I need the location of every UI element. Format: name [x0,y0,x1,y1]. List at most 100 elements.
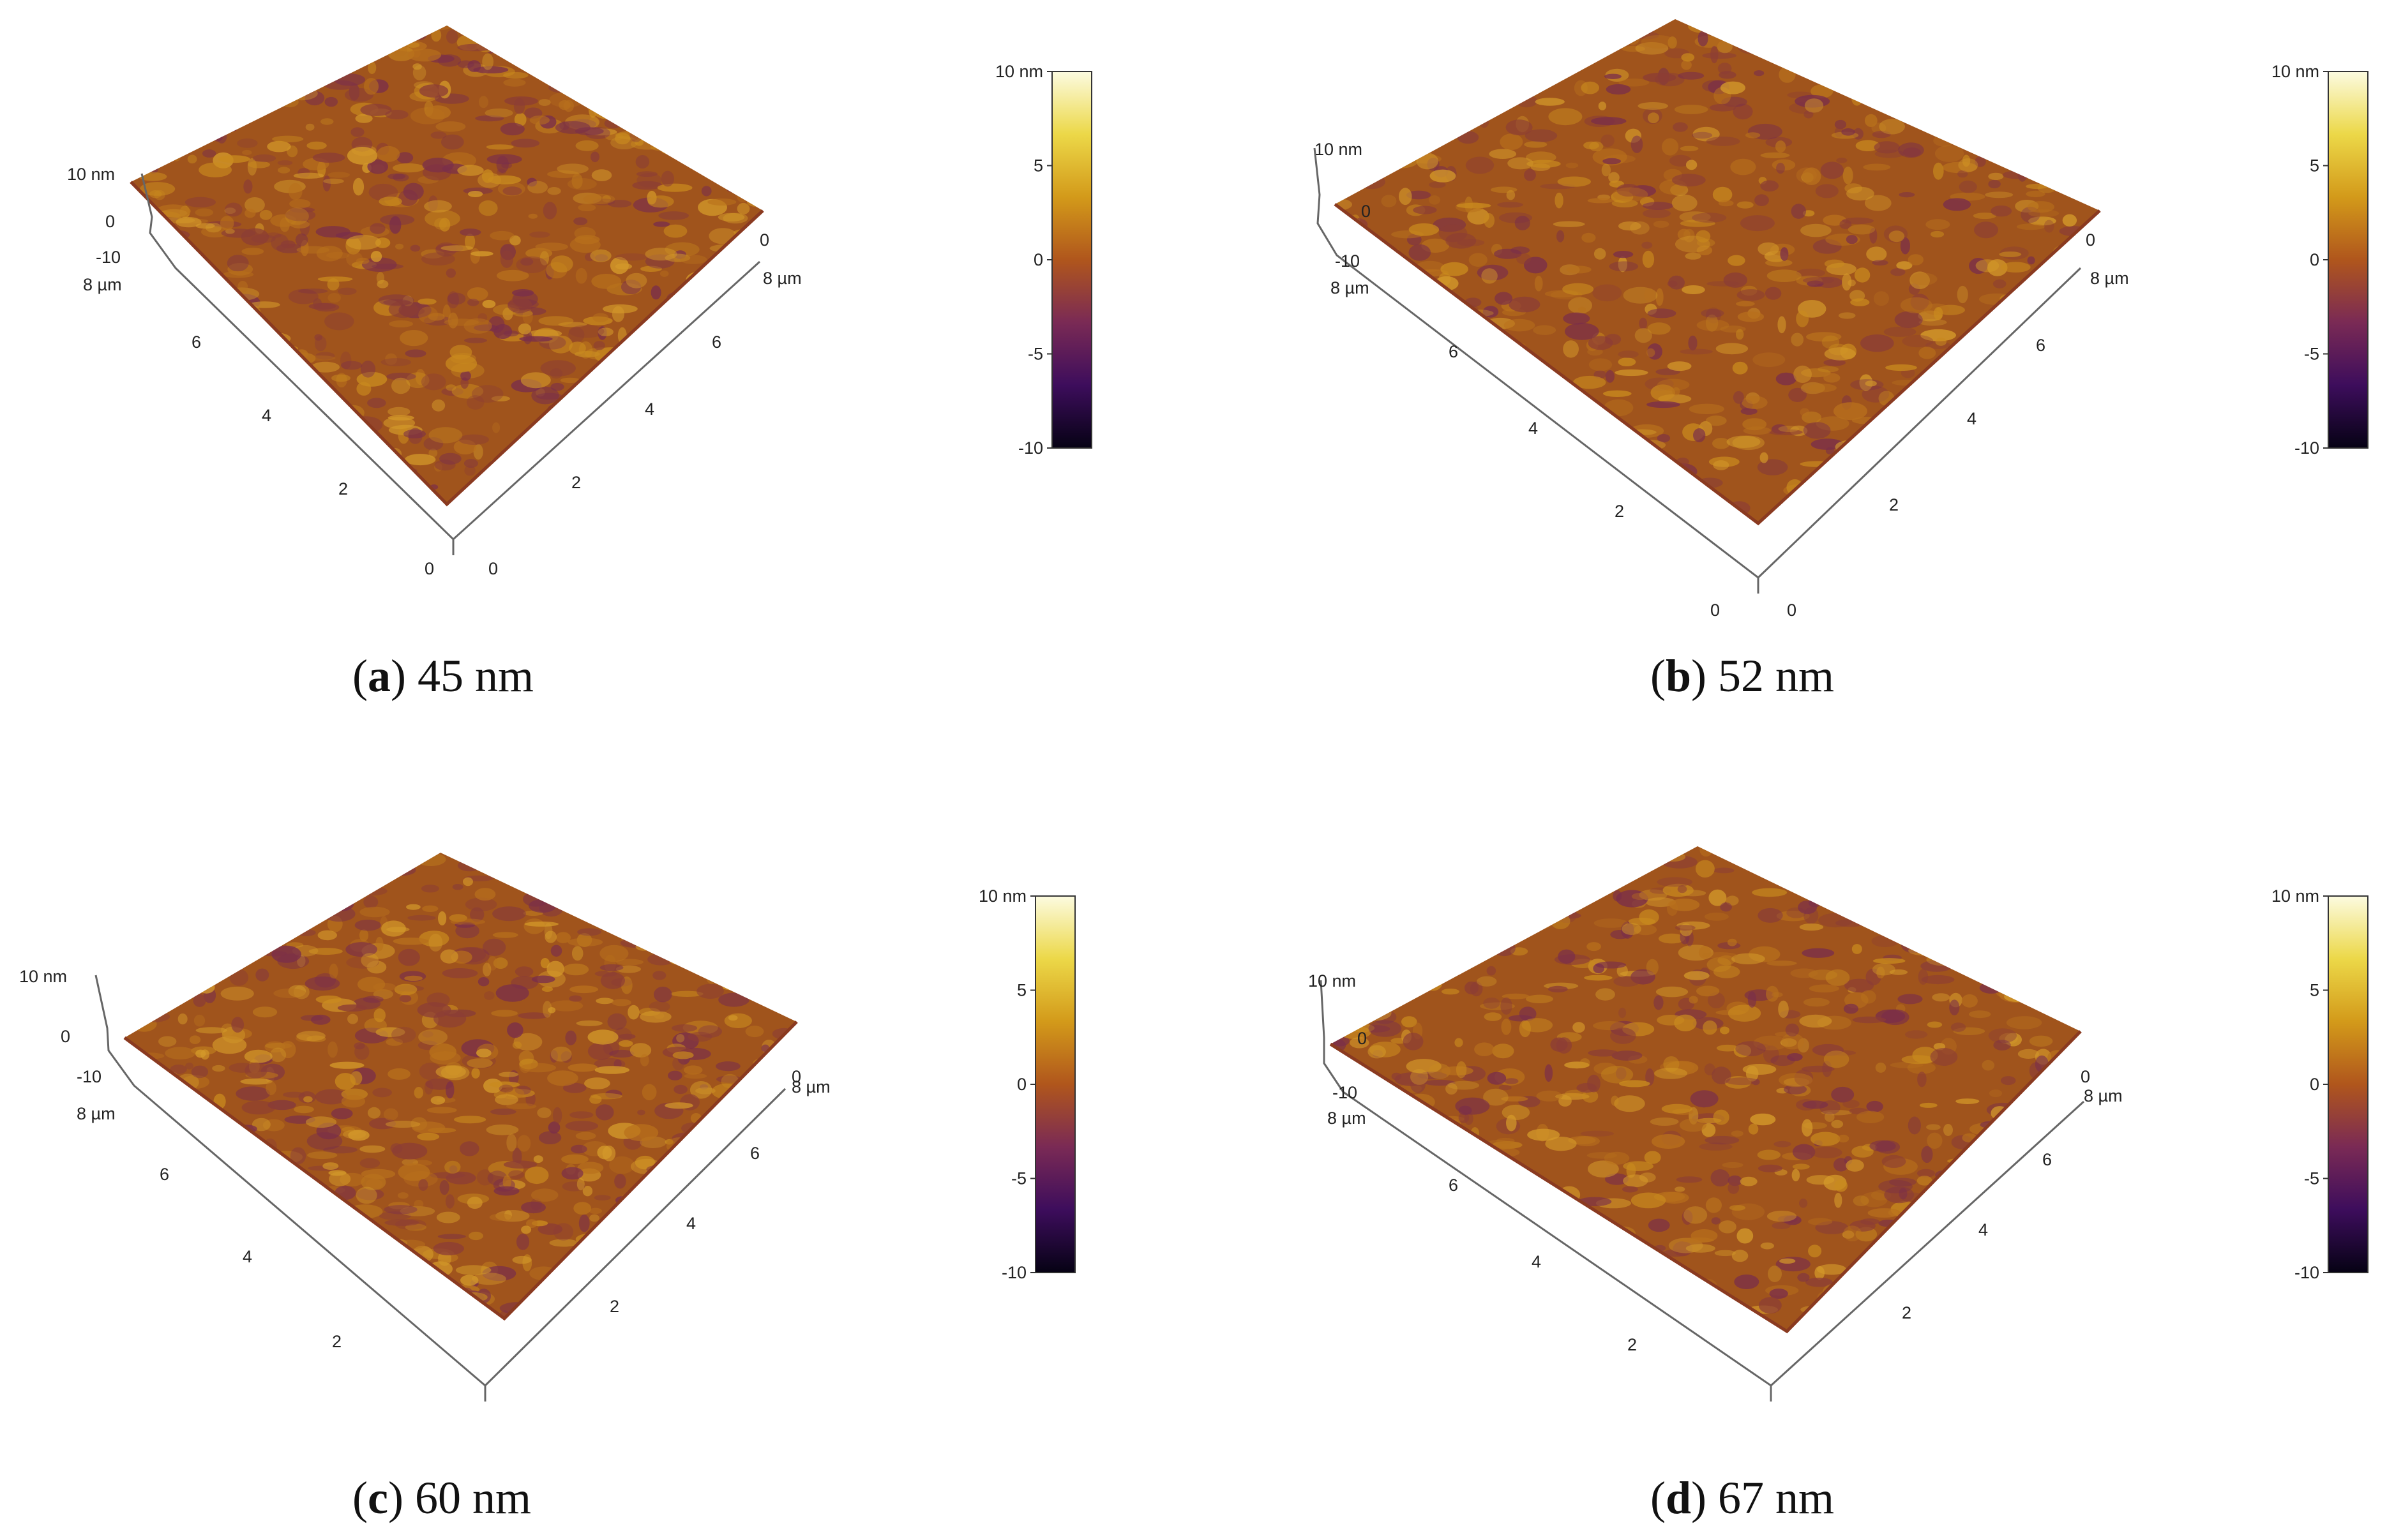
colorbar-tick-label: -5 [1028,345,1043,364]
surface-base-c [124,853,797,1319]
colorbar-tick-label: 10 nm [2271,62,2319,81]
colorbar-tick-label: 10 nm [2271,886,2319,906]
axes-a [140,173,761,555]
left-axis-tick-4-d: 4 [1532,1252,1541,1271]
right-axis-second-label-c: 8 µm [792,1077,831,1096]
left-axis-tick-4-b: 4 [1528,419,1538,438]
right-axis-top-label-a: 0 [760,230,769,250]
caption-letter-a: a [367,650,391,701]
colorbar-tick-label: -5 [2304,345,2319,364]
right-axis-tick-4-d: 4 [1978,1220,1988,1239]
colorbar-gradient [2328,895,2368,1273]
right-axis-top-label-c: 0 [792,1067,801,1086]
left-axis-tick-2-d: 2 [1627,1335,1637,1354]
colorbar-tick-label: 0 [1034,250,1043,269]
caption-letter-b: b [1665,650,1692,701]
right-axis-tick-0-a: 0 [488,559,498,578]
right-axis-tick-2-c: 2 [610,1297,619,1316]
right-axis-tick-4-c: 4 [686,1214,696,1233]
left-axis-tick-2-b: 2 [1615,502,1624,521]
left-axis-top-label-c: 8 µm [77,1104,116,1123]
colorbar-b: 10 nm 5 0 -5 -10 [2271,62,2368,458]
caption-value-a: 45 nm [417,650,534,701]
panel-c: 10 nm 0 -10 8 µm 6 4 2 0 0 8 µm 6 4 2 0 … [0,770,1193,1539]
caption-letter-c: c [367,1472,388,1523]
z-axis-mid-label-b: 0 [1361,202,1371,221]
panel-d: 10 nm 0 -10 8 µm 6 4 2 0 0 8 µm 6 4 2 0 … [1193,770,2386,1539]
colorbar-tick-label: 5 [1034,156,1043,176]
left-axis-top-label-b: 8 µm [1330,278,1369,297]
right-axis-tick-6-c: 6 [750,1144,760,1163]
colorbar-tick-label: 0 [2310,250,2319,269]
right-axis-tick-0-b: 0 [1787,601,1796,620]
colorbar-tick-label: -5 [1011,1169,1027,1188]
right-axis-second-label-b: 8 µm [2090,269,2129,288]
colorbar-tick-label: -5 [2304,1169,2319,1188]
caption-value-d: 67 nm [1718,1472,1835,1523]
colorbar-tick-label: 5 [1017,981,1027,1000]
afm-3d-plot-c: 10 nm 0 -10 8 µm 6 4 2 0 0 8 µm 6 4 2 0 … [19,853,1076,1402]
caption-c: (c) 60 nm [352,1472,531,1523]
caption-value-c: 60 nm [414,1472,531,1523]
caption-a: (a) 45 nm [352,650,534,701]
left-axis-tick-2-a: 2 [338,479,348,498]
colorbar-d: 10 nm 5 0 -5 -10 [2271,886,2368,1282]
panel-b: 10 nm 0 -10 8 µm 6 4 2 0 0 8 µm 6 4 2 0 … [1193,0,2386,770]
right-axis-tick-6-a: 6 [712,333,721,352]
surface-a [130,26,764,507]
colorbar-gradient [2328,71,2368,449]
right-axis-tick-2-a: 2 [571,473,581,492]
surface-edge-d [1329,1030,2082,1334]
colorbar-a: 10 nm 5 0 -5 -10 [995,62,1092,458]
left-axis-top-label-d: 8 µm [1327,1109,1366,1128]
colorbar-tick-label: -10 [1018,438,1043,458]
z-axis-mid-label-a: 0 [105,212,115,231]
z-axis-bot-label-c: -10 [77,1067,102,1086]
caption-b: (b) 52 nm [1650,650,1835,701]
axes-b [1313,147,2082,594]
panel-a: 10 nm 0 -10 8 µm 6 4 2 0 0 8 µm 6 4 2 0 … [0,0,1193,770]
z-axis-bot-label-a: -10 [96,248,121,267]
colorbar-gradient [1051,71,1092,449]
right-axis-tick-6-d: 6 [2042,1150,2052,1169]
colorbar-tick-label: 10 nm [979,886,1027,906]
surface-edge-c [123,1020,798,1321]
left-axis-tick-2-c: 2 [332,1332,342,1351]
colorbar-tick-label: -10 [2294,438,2319,458]
z-axis-top-label-b: 10 nm [1314,140,1362,159]
z-axis-top-label-d: 10 nm [1308,971,1356,991]
colorbar-gradient [1035,895,1076,1273]
z-axis-mid-label-c: 0 [61,1027,70,1046]
axes-d [1320,980,2085,1402]
caption-value-b: 52 nm [1718,650,1835,701]
afm-3d-plot-d: 10 nm 0 -10 8 µm 6 4 2 0 0 8 µm 6 4 2 0 … [1308,846,2368,1402]
left-axis-tick-4-c: 4 [243,1247,252,1266]
axes-c [94,975,787,1402]
z-axis-top-label-a: 10 nm [67,165,115,184]
left-axis-top-label-a: 8 µm [83,275,122,294]
caption-d: (d) 67 nm [1650,1472,1835,1523]
left-axis-tick-6-d: 6 [1449,1176,1458,1195]
right-axis-tick-2-d: 2 [1902,1303,1911,1322]
right-axis-second-label-a: 8 µm [763,269,802,288]
surface-d [1329,846,2082,1334]
surface-b [1334,19,2101,526]
right-axis-tick-4-a: 4 [645,400,654,419]
colorbar-c: 10 nm 5 0 -5 -10 [979,886,1076,1282]
surface-c [123,853,798,1321]
left-axis-tick-6-a: 6 [192,333,201,352]
z-axis-top-label-c: 10 nm [19,967,67,986]
z-axis-mid-label-d: 0 [1357,1029,1367,1048]
left-axis-tick-0-a: 0 [425,559,434,578]
colorbar-tick-label: 5 [2310,981,2319,1000]
surface-edge-b [1334,203,2101,526]
left-axis-tick-6-b: 6 [1449,342,1458,361]
afm-3d-plot-a: 10 nm 0 -10 8 µm 6 4 2 0 0 8 µm 6 4 2 0 … [67,26,1092,578]
left-axis-tick-6-c: 6 [160,1165,169,1184]
left-axis-tick-0-b: 0 [1710,601,1720,620]
colorbar-tick-label: 0 [1017,1075,1027,1094]
colorbar-tick-label: 5 [2310,156,2319,176]
z-axis-bot-label-d: -10 [1332,1083,1357,1102]
right-axis-top-label-b: 0 [2086,230,2095,250]
z-axis-bot-label-b: -10 [1335,251,1360,271]
